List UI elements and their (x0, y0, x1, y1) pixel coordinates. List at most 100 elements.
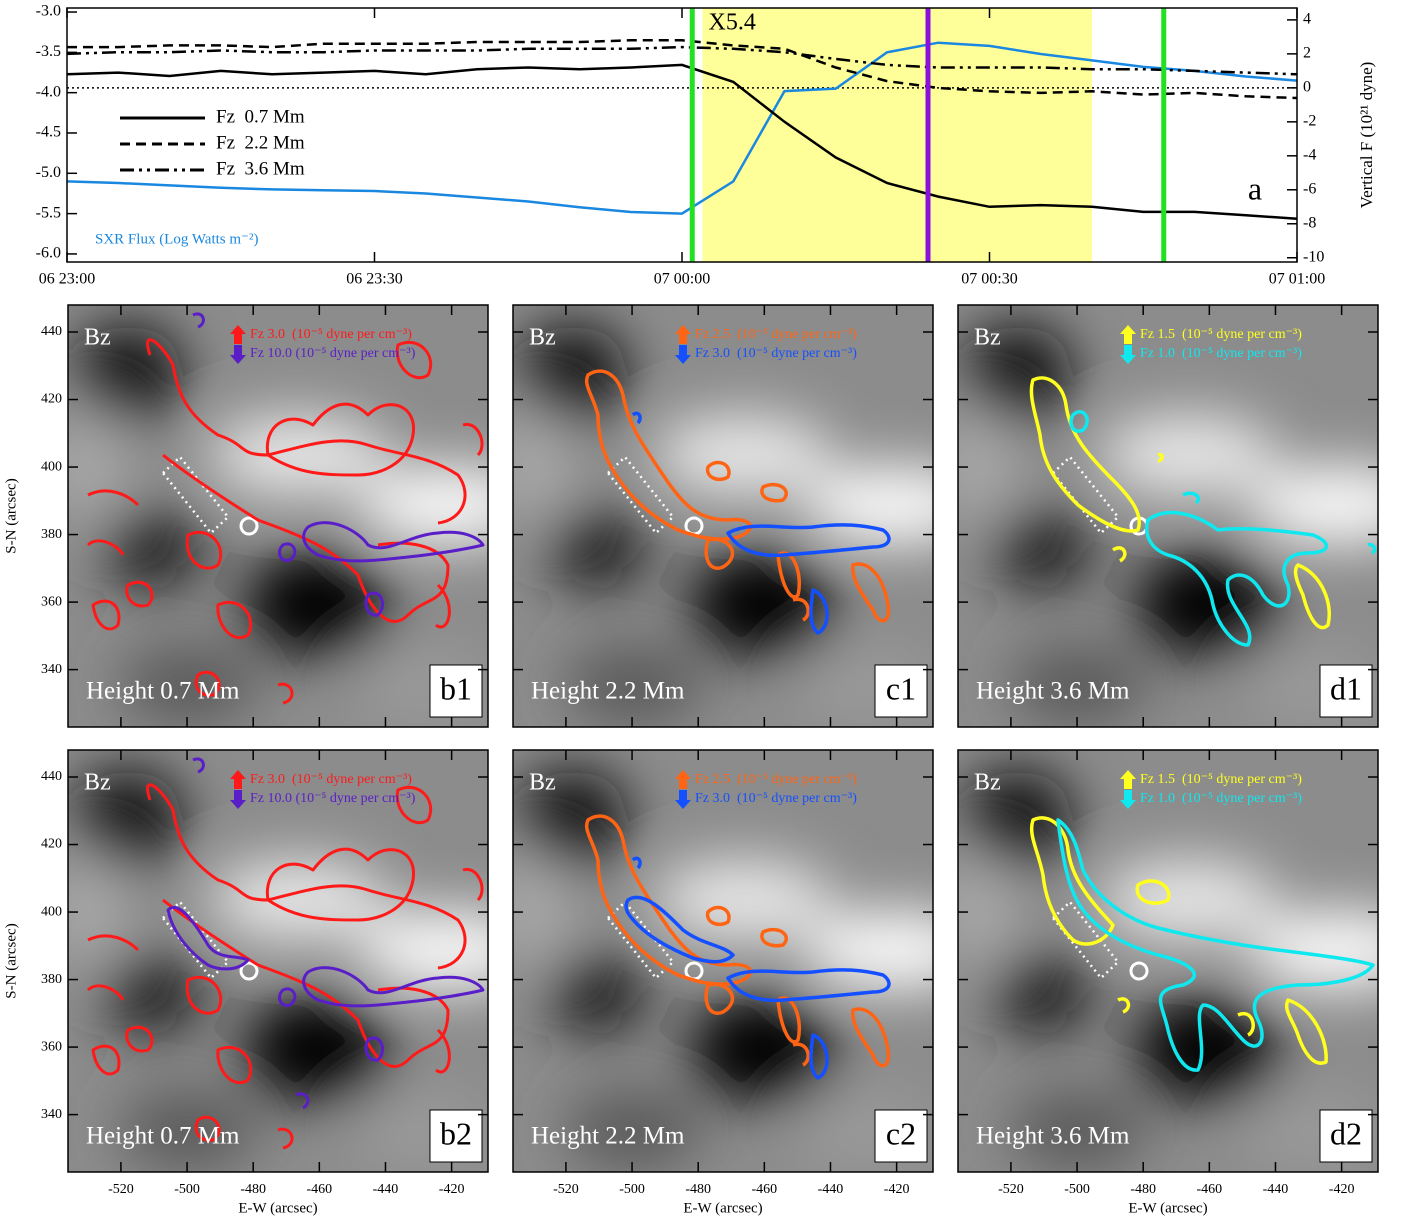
y-tick-label: -4.0 (36, 83, 61, 100)
image-content (48, 750, 538, 1172)
x-tick-label: -520 (553, 1182, 579, 1197)
legend-label: Fz 1.5 (10⁻⁵ dyne per cm⁻³) (1140, 772, 1302, 787)
y-axis-title: S-N (arcsec) (3, 478, 19, 553)
y2-tick-label: 0 (1303, 79, 1311, 96)
legend-label: Fz 3.0 (10⁻⁵ dyne per cm⁻³) (250, 772, 412, 787)
y-tick-label: 420 (41, 392, 62, 407)
legend-label: Fz 1.5 (10⁻⁵ dyne per cm⁻³) (1140, 327, 1302, 342)
panel-label: d2 (1330, 1115, 1362, 1151)
height-label: Height 0.7 Mm (86, 678, 240, 705)
panel-label: c1 (886, 670, 916, 706)
x-tick-label: 07 01:00 (1269, 271, 1325, 288)
y2-tick-label: -10 (1303, 248, 1324, 265)
y-axis-title: S-N (arcsec) (3, 923, 19, 998)
legend-label: Fz 10.0 (10⁻⁵ dyne per cm⁻³) (250, 791, 416, 806)
x-tick-label: -500 (174, 1182, 200, 1197)
y-tick-label: 360 (41, 1039, 62, 1054)
y-tick-label: -6.0 (36, 245, 61, 262)
y-tick-label: 360 (41, 594, 62, 609)
panel-label: a (1248, 170, 1262, 206)
y-tick-label: 400 (41, 459, 62, 474)
panel-label: c2 (886, 1115, 916, 1151)
height-label: Height 3.6 Mm (976, 678, 1130, 705)
legend-label: Fz 2.5 (10⁻⁵ dyne per cm⁻³) (695, 327, 857, 342)
y-tick-label: 440 (41, 324, 62, 339)
legend-label: Fz 10.0 (10⁻⁵ dyne per cm⁻³) (250, 346, 416, 361)
panel-label: d1 (1330, 670, 1362, 706)
legend-label: Fz 1.0 (10⁻⁵ dyne per cm⁻³) (1140, 791, 1302, 806)
height-label: Height 0.7 Mm (86, 1123, 240, 1150)
x-tick-label: -520 (108, 1182, 134, 1197)
image-label: Bz (84, 325, 111, 351)
magnetogram (938, 305, 1401, 727)
y-tick-label: -3.5 (36, 43, 61, 60)
y-tick-label: 340 (41, 1107, 62, 1122)
x-tick-label: -420 (1329, 1182, 1355, 1197)
legend-label: Fz 3.0 (10⁻⁵ dyne per cm⁻³) (695, 791, 857, 806)
legend-label: Fz 3.0 (10⁻⁵ dyne per cm⁻³) (695, 346, 857, 361)
series-line (67, 47, 1297, 74)
x-tick-label: -440 (373, 1182, 399, 1197)
legend-label: Fz 3.0 (10⁻⁵ dyne per cm⁻³) (250, 327, 412, 342)
x-tick-label: -480 (685, 1182, 711, 1197)
y2-tick-label: -4 (1303, 146, 1316, 163)
legend-label: Fz 2.5 (10⁻⁵ dyne per cm⁻³) (695, 772, 857, 787)
y-tick-label: 420 (41, 837, 62, 852)
y2-tick-label: 4 (1303, 11, 1311, 28)
image-label: Bz (529, 325, 556, 351)
image-content (493, 305, 983, 727)
magnetogram (48, 305, 538, 727)
x-tick-label: 07 00:00 (654, 271, 710, 288)
x-tick-label: -500 (1064, 1182, 1090, 1197)
image-content (938, 750, 1401, 1172)
figure: X5.4 SXR Flux (Log Watts m⁻²) Fz 0.7 Mm Fz … (0, 0, 1401, 1220)
y-tick-label: -3.0 (36, 3, 61, 20)
legend-label: Fz 0.7 Mm (216, 106, 305, 127)
height-label: Height 2.2 Mm (531, 678, 685, 705)
x-tick-label: 06 23:00 (39, 271, 95, 288)
x-tick-label: 07 00:30 (961, 271, 1017, 288)
x-tick-label: 06 23:30 (346, 271, 402, 288)
x-tick-label: -440 (1263, 1182, 1289, 1197)
image-label: Bz (974, 770, 1001, 796)
image-content (938, 305, 1401, 727)
x-tick-label: -460 (307, 1182, 333, 1197)
y2-tick-label: -6 (1303, 180, 1316, 197)
x-axis-title: E-W (arcsec) (1128, 1200, 1207, 1216)
legend-label: Fz 1.0 (10⁻⁵ dyne per cm⁻³) (1140, 346, 1302, 361)
y2-tick-label: -8 (1303, 214, 1316, 231)
y-tick-label: -5.0 (36, 164, 61, 181)
x-tick-label: -480 (1130, 1182, 1156, 1197)
x-tick-label: -480 (240, 1182, 266, 1197)
x-tick-label: -460 (1197, 1182, 1223, 1197)
magnetogram (48, 750, 538, 1172)
y2-tick-label: 2 (1303, 45, 1311, 62)
y-tick-label: 400 (41, 904, 62, 919)
x-tick-label: -420 (884, 1182, 910, 1197)
y2-axis-title: Vertical F (10²¹ dyne) (1357, 62, 1376, 209)
y-tick-label: -5.5 (36, 204, 61, 221)
image-content (493, 750, 983, 1172)
flare-label: X5.4 (709, 10, 756, 36)
x-tick-label: -500 (619, 1182, 645, 1197)
legend-label: Fz 2.2 Mm (216, 132, 305, 153)
x-tick-label: -440 (818, 1182, 844, 1197)
series-line (67, 43, 1297, 214)
y2-tick-label: -2 (1303, 113, 1316, 130)
y-tick-label: 380 (41, 972, 62, 987)
x-axis-title: E-W (arcsec) (238, 1200, 317, 1216)
series-line (67, 40, 1297, 98)
x-tick-label: -520 (998, 1182, 1024, 1197)
legend-label: Fz 3.6 Mm (216, 158, 305, 179)
y-tick-label: 340 (41, 662, 62, 677)
x-axis-title: E-W (arcsec) (683, 1200, 762, 1216)
magnetogram (493, 750, 983, 1172)
legend-label: SXR Flux (Log Watts m⁻²) (95, 231, 258, 247)
image-panel: Bz Height 2.2 Mm c1 Fz 2.5 (10⁻⁵ dyne per c… (493, 305, 983, 727)
time-series-panel: X5.4 SXR Flux (Log Watts m⁻²) Fz 0.7 Mm Fz … (36, 3, 1376, 288)
